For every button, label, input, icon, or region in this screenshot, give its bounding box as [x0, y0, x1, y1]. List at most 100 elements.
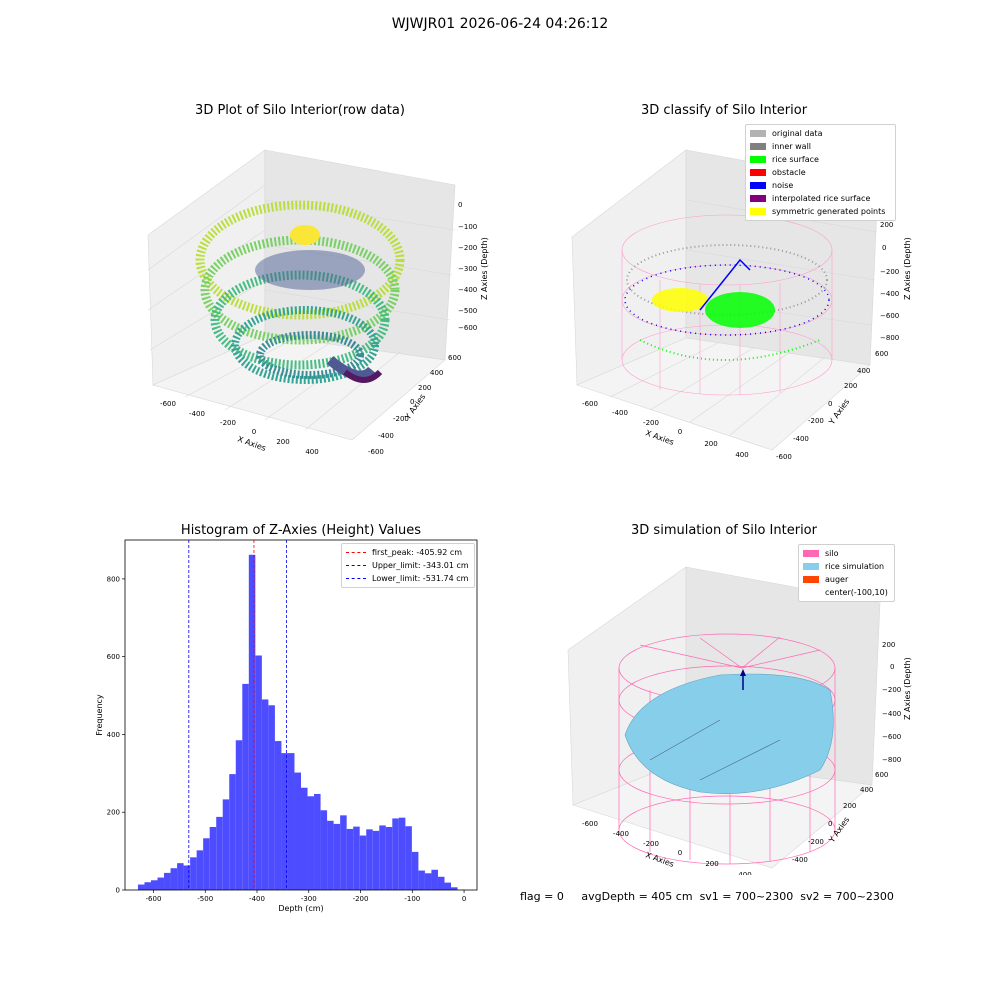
panel3-title: Histogram of Z-Axies (Height) Values: [180, 523, 422, 538]
p2-x-tick: -600: [582, 400, 598, 408]
p1-y-tick: 400: [430, 369, 443, 377]
p2-z-tick: −600: [880, 312, 899, 320]
legend-label: original data: [772, 129, 823, 138]
histogram-y-tick: 200: [107, 809, 120, 817]
p1-z-ticks: 0 −100 −200 −300 −400 −500 −600: [458, 201, 477, 332]
p4-y-tick: 0: [828, 820, 832, 828]
p1-z-tick: −400: [458, 286, 477, 294]
histogram-bar: [222, 799, 230, 890]
histogram-bar: [333, 823, 341, 890]
histogram-x-tick: -600: [146, 895, 162, 903]
legend-entry: center(-100,10): [803, 586, 890, 599]
histogram-bar: [327, 820, 334, 890]
histogram-bar: [268, 705, 275, 890]
p4-z-tick: −200: [882, 686, 901, 694]
p2-z-ticks: 200 0 −200 −400 −600 −800: [880, 221, 899, 342]
legend-entry: auger: [803, 573, 890, 586]
histogram-x-label: Depth (cm): [278, 904, 323, 913]
legend-label: rice surface: [772, 155, 819, 164]
legend-label: silo: [825, 549, 839, 558]
histogram-x-ticks: -600 -500 -400 -300 -200 -100 0: [146, 890, 466, 903]
histogram-bar: [242, 683, 249, 890]
histogram-bar: [307, 796, 315, 890]
histogram-bar: [203, 838, 210, 890]
legend-swatch: [750, 208, 766, 215]
p1-x-tick: 400: [305, 448, 318, 456]
histogram-y-tick: 400: [107, 731, 120, 739]
histogram-x-tick: -200: [353, 895, 369, 903]
p1-y-tick: -400: [378, 432, 394, 440]
p4-y-tick: -200: [808, 838, 824, 846]
histogram-bar: [301, 787, 308, 890]
status-flag: flag = 0: [520, 890, 564, 903]
p2-z-tick: 0: [882, 244, 886, 252]
histogram-bar: [418, 870, 425, 890]
p4-z-label: Z Axies (Depth): [903, 657, 912, 720]
p4-x-tick: -600: [582, 820, 598, 828]
histogram-bar: [235, 740, 243, 890]
legend-entry: rice surface: [750, 153, 891, 166]
legend-label: first_peak: -405.92 cm: [372, 548, 463, 557]
p2-x-tick: 0: [678, 428, 682, 436]
legend-swatch: [750, 130, 766, 137]
histogram-bar: [170, 868, 178, 890]
legend-entry: inner wall: [750, 140, 891, 153]
p1-z-label: Z Axies (Depth): [480, 237, 489, 300]
panel4-title: 3D simulation of Silo Interior: [631, 523, 817, 538]
histogram-bar: [314, 793, 321, 890]
p1-y-tick: -600: [368, 448, 384, 456]
p1-z-tick: −100: [458, 223, 477, 231]
histogram-bar: [255, 655, 262, 890]
histogram-bar: [411, 851, 419, 890]
legend-line-swatch: [346, 578, 366, 579]
histogram-bar: [320, 810, 328, 890]
p2-z-label: Z Axies (Depth): [903, 237, 912, 300]
legend-entry: obstacle: [750, 166, 891, 179]
p2-x-tick: -200: [643, 419, 659, 427]
histogram-bar: [379, 825, 386, 890]
histogram-bar: [183, 865, 191, 890]
histogram-bar: [431, 869, 438, 890]
histogram-y-tick: 800: [107, 575, 120, 583]
p4-z-tick: −600: [882, 733, 901, 741]
p2-x-tick: 200: [704, 440, 717, 448]
legend-swatch: [803, 550, 819, 557]
histogram-bar: [144, 882, 151, 890]
p1-y-tick: 200: [418, 384, 431, 392]
histogram-bar: [196, 850, 204, 890]
histogram-bar: [372, 830, 380, 890]
p4-x-tick: -200: [643, 840, 659, 848]
status-line: flag = 0 avgDepth = 405 cm sv1 = 700~230…: [520, 890, 894, 903]
legend-entry: Upper_limit: -343.01 cm: [346, 559, 470, 572]
legend-label: rice simulation: [825, 562, 885, 571]
histogram-bar: [229, 774, 236, 890]
p1-y-tick: 0: [410, 398, 414, 406]
p4-x-tick: -400: [613, 830, 629, 838]
histogram-bar: [287, 753, 295, 890]
histogram-bar: [451, 887, 458, 890]
legend-swatch: [803, 576, 819, 583]
legend-swatch: [803, 589, 819, 596]
p2-z-tick: −800: [880, 334, 899, 342]
histogram-bar: [209, 827, 217, 890]
p1-z-tick: −300: [458, 265, 477, 273]
figure-title: WJWJR01 2026-06-24 04:26:12: [391, 16, 609, 32]
histogram-bar: [437, 876, 445, 890]
histogram-bar: [164, 872, 171, 890]
histogram-legend: first_peak: -405.92 cm Upper_limit: -343.…: [341, 543, 475, 588]
p4-x-label: X Axies: [644, 850, 675, 869]
histogram-bars: [137, 554, 458, 890]
histogram-bar: [359, 835, 367, 890]
histogram-y-label: Frequency: [95, 694, 104, 736]
p2-y-tick: -200: [808, 417, 824, 425]
legend-label: Lower_limit: -531.74 cm: [372, 574, 469, 583]
histogram-bar: [216, 816, 223, 890]
legend-label: symmetric generated points: [772, 207, 886, 216]
panel2-legend: original data inner wall rice surface obsta…: [745, 124, 896, 221]
p1-z-tick: 0: [458, 201, 462, 209]
legend-swatch: [750, 182, 766, 189]
histogram-bar: [392, 818, 399, 890]
legend-entry: symmetric generated points: [750, 205, 891, 218]
p2-y-tick: 400: [857, 367, 870, 375]
legend-label: noise: [772, 181, 794, 190]
